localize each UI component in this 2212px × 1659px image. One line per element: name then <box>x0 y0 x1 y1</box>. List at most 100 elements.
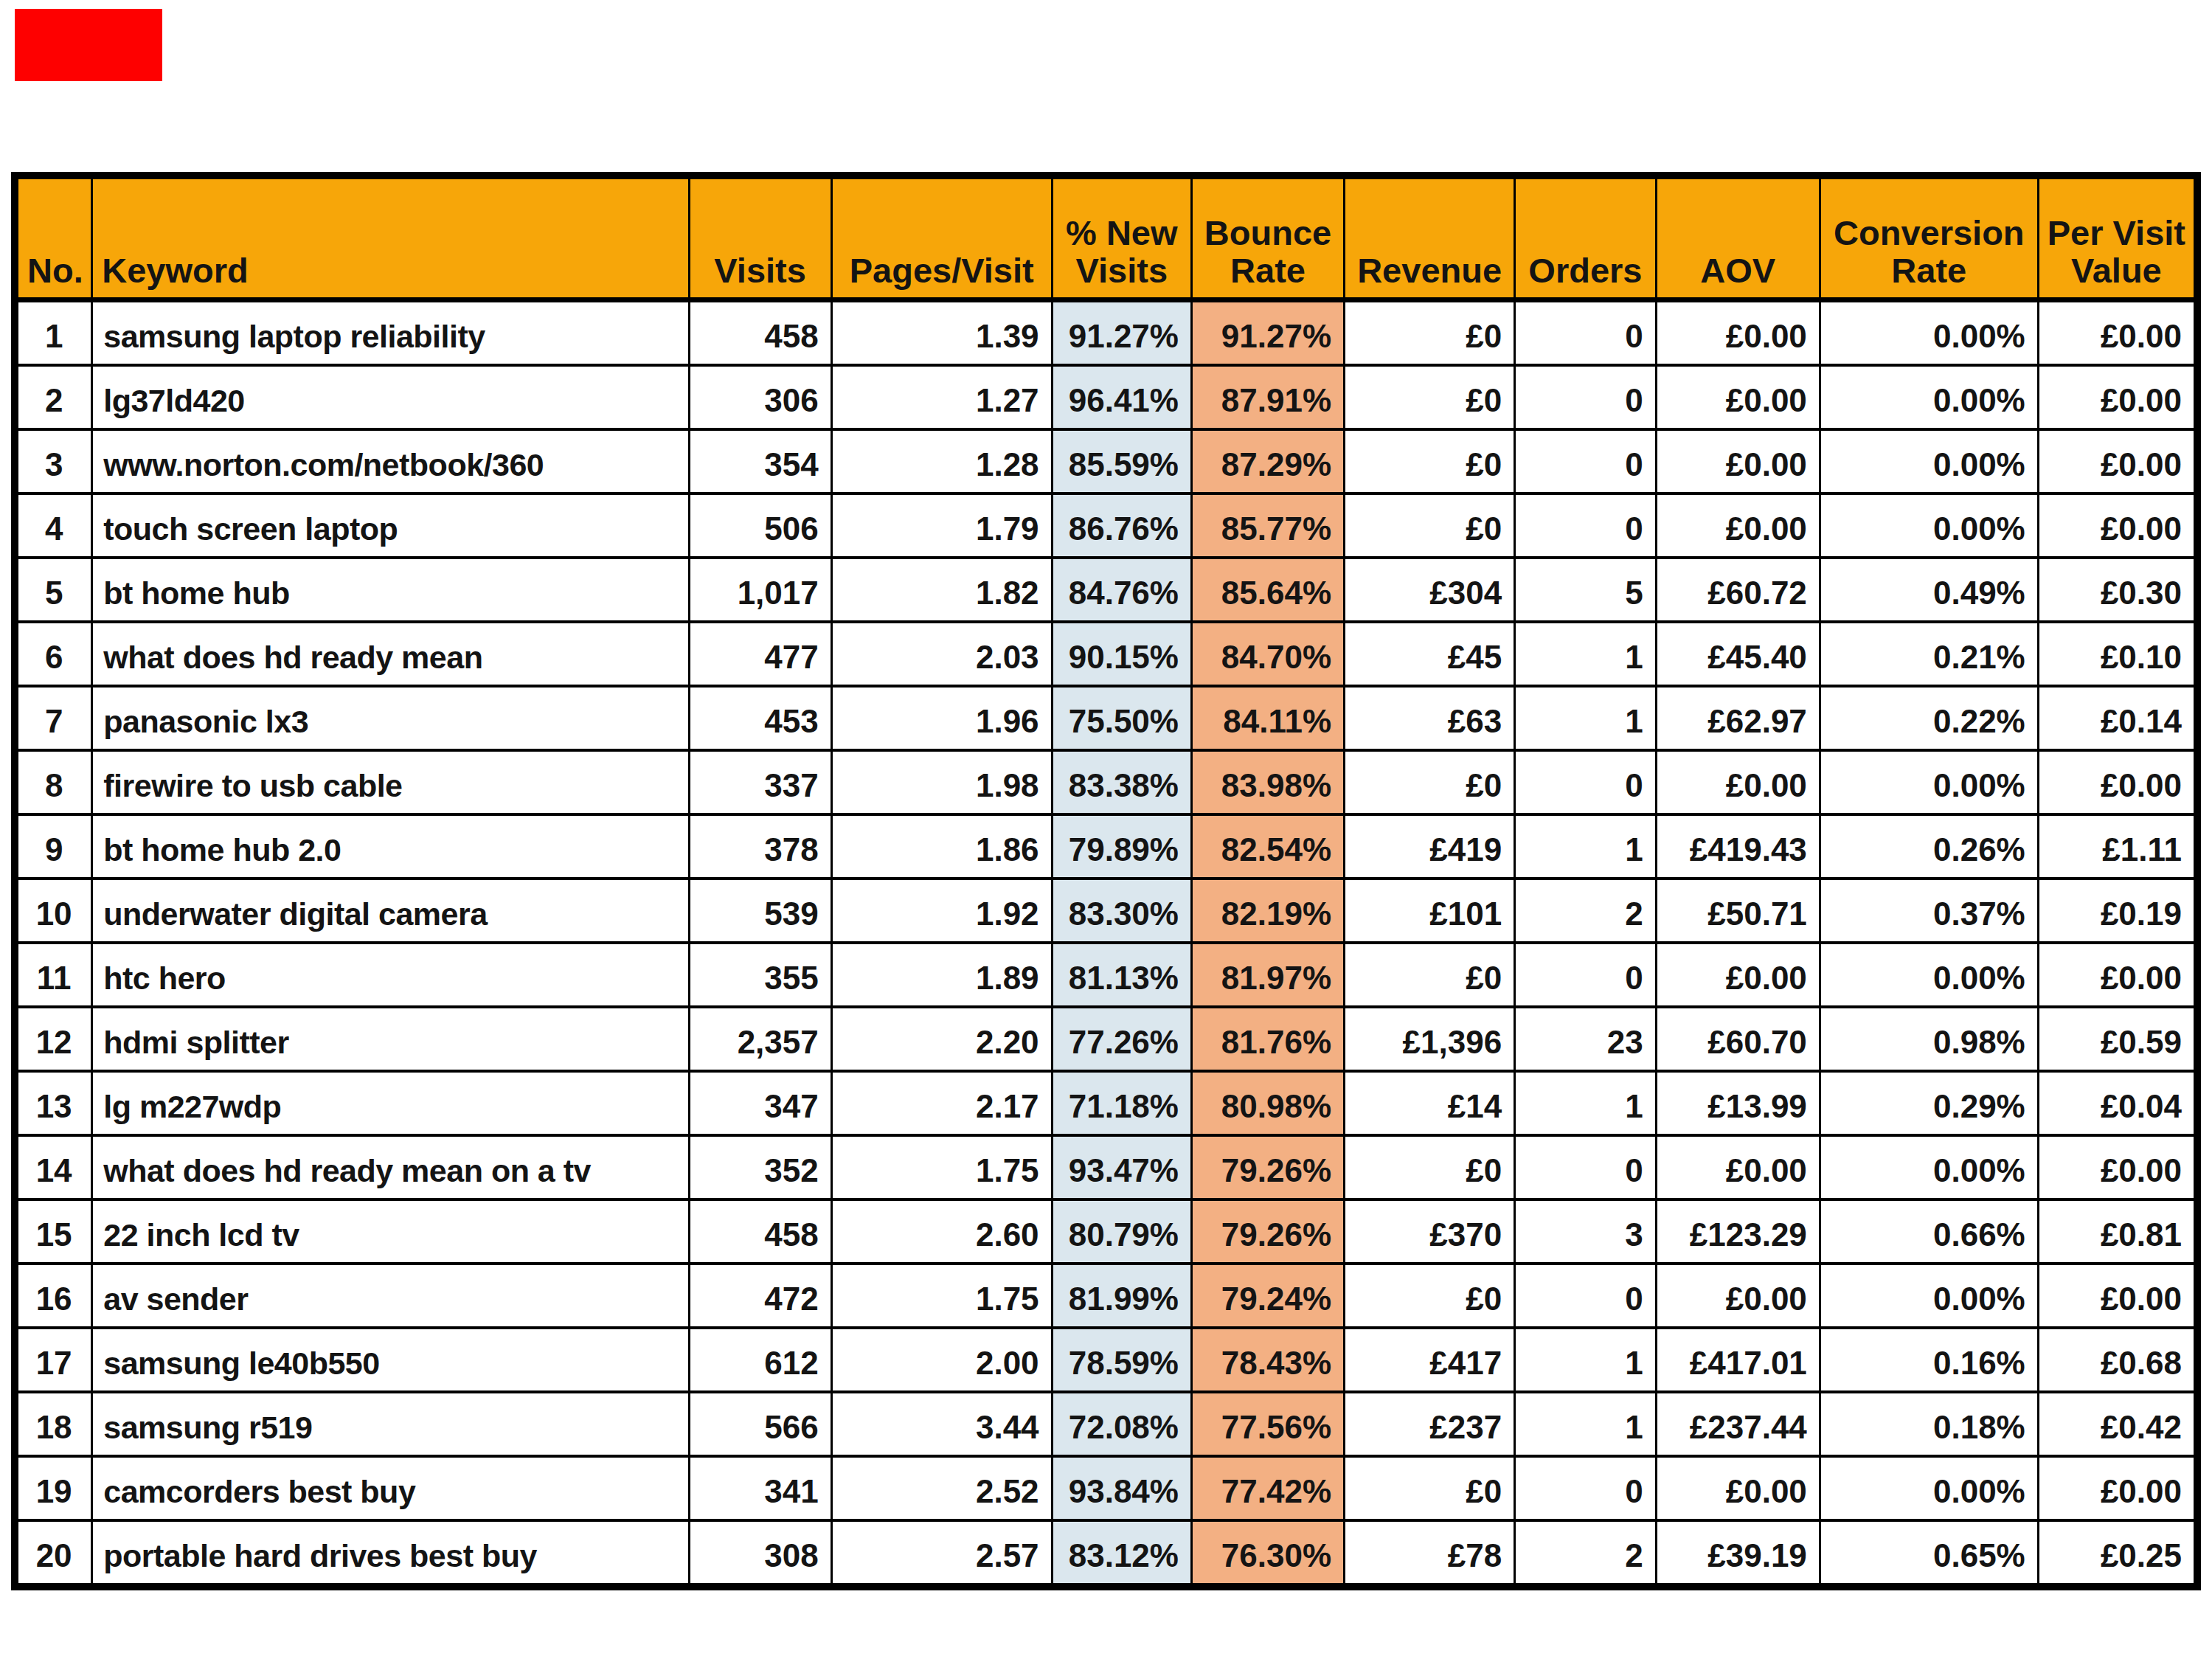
cell-revenue[interactable]: £0 <box>1345 1264 1515 1328</box>
cell-visits[interactable]: 506 <box>689 493 831 558</box>
cell-visits[interactable]: 472 <box>689 1264 831 1328</box>
cell-no[interactable]: 1 <box>15 300 92 366</box>
cell-no[interactable]: 16 <box>15 1264 92 1328</box>
cell-conversion-rate[interactable]: 0.18% <box>1820 1392 2038 1456</box>
cell-revenue[interactable]: £417 <box>1345 1328 1515 1392</box>
cell-visits[interactable]: 458 <box>689 300 831 366</box>
cell-visits[interactable]: 458 <box>689 1199 831 1264</box>
cell-pct-new-visits[interactable]: 79.89% <box>1052 814 1191 879</box>
cell-visits[interactable]: 566 <box>689 1392 831 1456</box>
cell-aov[interactable]: £0.00 <box>1656 365 1820 429</box>
cell-pct-new-visits[interactable]: 93.84% <box>1052 1456 1191 1520</box>
cell-revenue[interactable]: £0 <box>1345 365 1515 429</box>
cell-pct-new-visits[interactable]: 81.99% <box>1052 1264 1191 1328</box>
cell-bounce-rate[interactable]: 76.30% <box>1191 1520 1344 1587</box>
cell-conversion-rate[interactable]: 0.00% <box>1820 1264 2038 1328</box>
cell-visits[interactable]: 341 <box>689 1456 831 1520</box>
cell-visits[interactable]: 306 <box>689 365 831 429</box>
cell-aov[interactable]: £0.00 <box>1656 750 1820 814</box>
cell-visits[interactable]: 337 <box>689 750 831 814</box>
cell-conversion-rate[interactable]: 0.00% <box>1820 943 2038 1007</box>
cell-per-visit-value[interactable]: £0.42 <box>2038 1392 2197 1456</box>
cell-pages-per-visit[interactable]: 2.57 <box>831 1520 1052 1587</box>
cell-aov[interactable]: £0.00 <box>1656 943 1820 1007</box>
cell-aov[interactable]: £123.29 <box>1656 1199 1820 1264</box>
cell-visits[interactable]: 354 <box>689 429 831 493</box>
cell-orders[interactable]: 0 <box>1515 1456 1656 1520</box>
cell-no[interactable]: 5 <box>15 558 92 622</box>
cell-bounce-rate[interactable]: 91.27% <box>1191 300 1344 366</box>
cell-revenue[interactable]: £0 <box>1345 1135 1515 1199</box>
cell-per-visit-value[interactable]: £0.00 <box>2038 429 2197 493</box>
cell-bounce-rate[interactable]: 85.77% <box>1191 493 1344 558</box>
cell-aov[interactable]: £60.70 <box>1656 1007 1820 1071</box>
cell-pct-new-visits[interactable]: 83.30% <box>1052 879 1191 943</box>
cell-no[interactable]: 11 <box>15 943 92 1007</box>
cell-keyword[interactable]: lg m227wdp <box>92 1071 689 1135</box>
cell-orders[interactable]: 0 <box>1515 1264 1656 1328</box>
cell-visits[interactable]: 1,017 <box>689 558 831 622</box>
cell-aov[interactable]: £62.97 <box>1656 686 1820 750</box>
cell-aov[interactable]: £45.40 <box>1656 622 1820 686</box>
cell-revenue[interactable]: £101 <box>1345 879 1515 943</box>
cell-conversion-rate[interactable]: 0.29% <box>1820 1071 2038 1135</box>
cell-conversion-rate[interactable]: 0.00% <box>1820 429 2038 493</box>
cell-no[interactable]: 8 <box>15 750 92 814</box>
cell-pages-per-visit[interactable]: 1.82 <box>831 558 1052 622</box>
header-pages-per-visit[interactable]: Pages/Visit <box>831 176 1052 300</box>
cell-revenue[interactable]: £63 <box>1345 686 1515 750</box>
cell-orders[interactable]: 1 <box>1515 1392 1656 1456</box>
cell-revenue[interactable]: £0 <box>1345 750 1515 814</box>
cell-bounce-rate[interactable]: 79.24% <box>1191 1264 1344 1328</box>
cell-pages-per-visit[interactable]: 1.79 <box>831 493 1052 558</box>
cell-orders[interactable]: 0 <box>1515 493 1656 558</box>
cell-pct-new-visits[interactable]: 81.13% <box>1052 943 1191 1007</box>
cell-pages-per-visit[interactable]: 1.96 <box>831 686 1052 750</box>
cell-orders[interactable]: 1 <box>1515 814 1656 879</box>
cell-pages-per-visit[interactable]: 2.17 <box>831 1071 1052 1135</box>
cell-pct-new-visits[interactable]: 80.79% <box>1052 1199 1191 1264</box>
cell-bounce-rate[interactable]: 83.98% <box>1191 750 1344 814</box>
header-keyword[interactable]: Keyword <box>92 176 689 300</box>
header-revenue[interactable]: Revenue <box>1345 176 1515 300</box>
cell-bounce-rate[interactable]: 79.26% <box>1191 1199 1344 1264</box>
cell-bounce-rate[interactable]: 78.43% <box>1191 1328 1344 1392</box>
cell-per-visit-value[interactable]: £0.00 <box>2038 1264 2197 1328</box>
cell-revenue[interactable]: £370 <box>1345 1199 1515 1264</box>
cell-aov[interactable]: £50.71 <box>1656 879 1820 943</box>
cell-pages-per-visit[interactable]: 1.75 <box>831 1135 1052 1199</box>
cell-revenue[interactable]: £78 <box>1345 1520 1515 1587</box>
cell-orders[interactable]: 1 <box>1515 622 1656 686</box>
cell-conversion-rate[interactable]: 0.00% <box>1820 1456 2038 1520</box>
header-aov[interactable]: AOV <box>1656 176 1820 300</box>
cell-visits[interactable]: 308 <box>689 1520 831 1587</box>
cell-no[interactable]: 6 <box>15 622 92 686</box>
cell-revenue[interactable]: £237 <box>1345 1392 1515 1456</box>
cell-visits[interactable]: 2,357 <box>689 1007 831 1071</box>
header-bounce-rate[interactable]: Bounce Rate <box>1191 176 1344 300</box>
cell-aov[interactable]: £60.72 <box>1656 558 1820 622</box>
cell-pages-per-visit[interactable]: 1.28 <box>831 429 1052 493</box>
cell-orders[interactable]: 1 <box>1515 1071 1656 1135</box>
cell-pages-per-visit[interactable]: 2.00 <box>831 1328 1052 1392</box>
cell-per-visit-value[interactable]: £0.14 <box>2038 686 2197 750</box>
cell-visits[interactable]: 352 <box>689 1135 831 1199</box>
cell-pct-new-visits[interactable]: 71.18% <box>1052 1071 1191 1135</box>
cell-pct-new-visits[interactable]: 77.26% <box>1052 1007 1191 1071</box>
cell-revenue[interactable]: £419 <box>1345 814 1515 879</box>
cell-per-visit-value[interactable]: £0.00 <box>2038 300 2197 366</box>
cell-per-visit-value[interactable]: £0.04 <box>2038 1071 2197 1135</box>
cell-per-visit-value[interactable]: £0.10 <box>2038 622 2197 686</box>
cell-pct-new-visits[interactable]: 86.76% <box>1052 493 1191 558</box>
cell-bounce-rate[interactable]: 82.19% <box>1191 879 1344 943</box>
cell-per-visit-value[interactable]: £0.00 <box>2038 750 2197 814</box>
cell-no[interactable]: 4 <box>15 493 92 558</box>
cell-aov[interactable]: £39.19 <box>1656 1520 1820 1587</box>
cell-pages-per-visit[interactable]: 1.75 <box>831 1264 1052 1328</box>
cell-bounce-rate[interactable]: 77.42% <box>1191 1456 1344 1520</box>
cell-bounce-rate[interactable]: 82.54% <box>1191 814 1344 879</box>
cell-pages-per-visit[interactable]: 1.27 <box>831 365 1052 429</box>
cell-per-visit-value[interactable]: £0.00 <box>2038 365 2197 429</box>
cell-aov[interactable]: £0.00 <box>1656 429 1820 493</box>
cell-aov[interactable]: £419.43 <box>1656 814 1820 879</box>
